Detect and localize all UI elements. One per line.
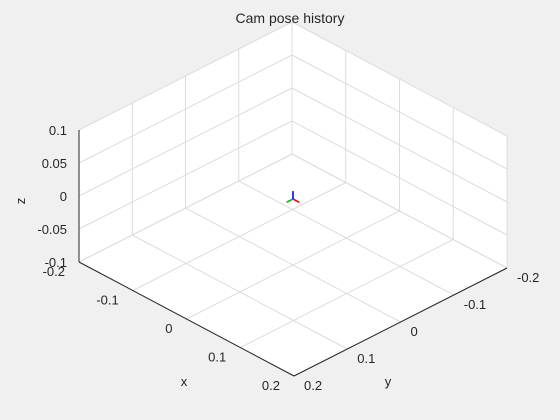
x-tick-label: 0: [165, 321, 172, 336]
grid-line-y: [238, 180, 454, 296]
grid-line-z: [291, 120, 508, 236]
grid-line-y: [132, 234, 348, 350]
x-tick-label: -0.1: [96, 293, 118, 308]
pose-axis-x: [292, 198, 300, 204]
grid-line-z: [291, 54, 508, 170]
chart-title: Cam pose history: [236, 10, 345, 26]
y-tick-label: 0.1: [357, 351, 375, 366]
z-tick-label: 0: [60, 189, 67, 204]
z-axis-label: z: [13, 198, 28, 205]
z-tick-label: 0.05: [42, 156, 67, 171]
x-tick-label: 0.1: [208, 350, 226, 365]
axes-box: [78, 130, 508, 377]
x-tick-label: -0.2: [43, 264, 65, 279]
y-tick-label: 0.2: [304, 378, 322, 393]
x-axis-line: [78, 261, 295, 377]
z-tick-label: 0.1: [49, 123, 67, 138]
grid-line-z: [78, 153, 293, 263]
grid-line-z: [78, 54, 293, 164]
grid-line-z: [78, 21, 293, 131]
z-tick-label: -0.1: [45, 255, 67, 270]
x-tick-label: 0.2: [262, 378, 280, 393]
y-tick-label: 0: [411, 324, 418, 339]
y-axis-label: y: [385, 374, 392, 389]
grid-line-z: [291, 153, 508, 269]
y-tick-label: -0.1: [464, 297, 486, 312]
grid-line-z: [78, 87, 293, 197]
grid-line-z: [291, 21, 508, 137]
pose-axis-y: [286, 198, 294, 203]
y-tick-label: -0.2: [517, 270, 539, 285]
grid-line-z: [78, 120, 293, 230]
grid-line-z: [291, 87, 508, 203]
grid-line-y: [185, 207, 401, 323]
tick-labels: -0.2-0.100.10.2-0.2-0.100.10.2-0.1-0.050…: [37, 123, 539, 393]
z-tick-label: -0.05: [37, 222, 67, 237]
y-axis-line: [293, 267, 508, 377]
x-axis-label: x: [181, 374, 188, 389]
pose-markers: [286, 191, 300, 204]
